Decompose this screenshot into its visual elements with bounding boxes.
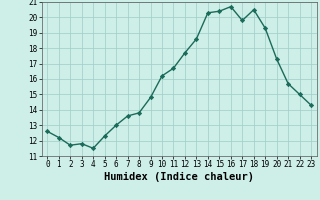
X-axis label: Humidex (Indice chaleur): Humidex (Indice chaleur) — [104, 172, 254, 182]
